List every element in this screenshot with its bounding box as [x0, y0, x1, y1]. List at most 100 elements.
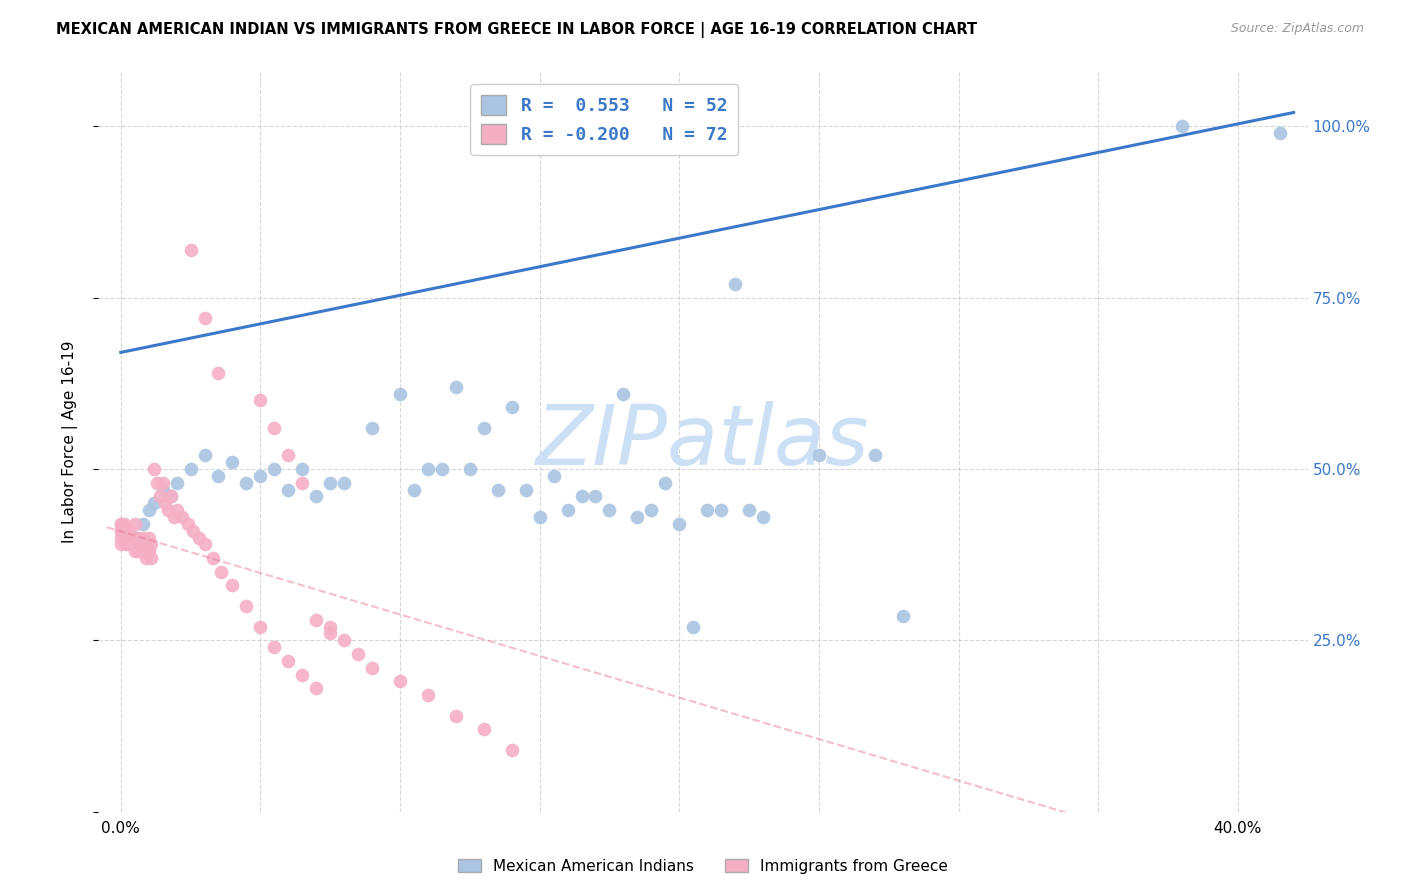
Point — [163, 510, 186, 524]
Point — [612, 386, 634, 401]
Point — [361, 661, 384, 675]
Point — [207, 366, 229, 380]
Point — [654, 475, 676, 490]
Point — [752, 510, 775, 524]
Point — [160, 489, 183, 503]
Point — [193, 448, 215, 462]
Point — [263, 640, 285, 655]
Point — [135, 537, 157, 551]
Point — [361, 421, 384, 435]
Point — [235, 599, 257, 613]
Point — [110, 516, 132, 531]
Text: Source: ZipAtlas.com: Source: ZipAtlas.com — [1230, 22, 1364, 36]
Point — [138, 503, 160, 517]
Point — [124, 531, 146, 545]
Point — [149, 489, 172, 503]
Point — [193, 537, 215, 551]
Point — [110, 524, 132, 538]
Point — [598, 503, 620, 517]
Point — [501, 401, 523, 415]
Point — [529, 510, 551, 524]
Point — [146, 475, 169, 490]
Point — [172, 510, 194, 524]
Point — [333, 475, 356, 490]
Point — [127, 531, 149, 545]
Point — [277, 448, 299, 462]
Point — [416, 688, 439, 702]
Point — [430, 462, 453, 476]
Point — [626, 510, 648, 524]
Point — [249, 619, 271, 633]
Point — [110, 516, 132, 531]
Point — [209, 565, 232, 579]
Point — [277, 483, 299, 497]
Point — [132, 544, 155, 558]
Point — [143, 462, 166, 476]
Point — [249, 468, 271, 483]
Text: MEXICAN AMERICAN INDIAN VS IMMIGRANTS FROM GREECE IN LABOR FORCE | AGE 16-19 COR: MEXICAN AMERICAN INDIAN VS IMMIGRANTS FR… — [56, 22, 977, 38]
Point — [710, 503, 733, 517]
Point — [1171, 119, 1194, 133]
Point — [557, 503, 579, 517]
Point — [221, 578, 243, 592]
Point — [115, 531, 138, 545]
Point — [444, 708, 467, 723]
Point — [110, 537, 132, 551]
Point — [389, 386, 412, 401]
Point — [696, 503, 718, 517]
Point — [132, 516, 155, 531]
Point — [141, 537, 163, 551]
Point — [319, 475, 342, 490]
Legend: Mexican American Indians, Immigrants from Greece: Mexican American Indians, Immigrants fro… — [453, 853, 953, 880]
Point — [121, 537, 143, 551]
Point — [319, 619, 342, 633]
Point — [129, 537, 152, 551]
Point — [640, 503, 662, 517]
Point — [193, 311, 215, 326]
Point — [112, 524, 135, 538]
Point — [155, 496, 177, 510]
Point — [166, 475, 188, 490]
Point — [129, 544, 152, 558]
Point — [571, 489, 593, 503]
Point — [305, 613, 328, 627]
Point — [291, 462, 314, 476]
Point — [389, 674, 412, 689]
Point — [143, 496, 166, 510]
Point — [152, 475, 174, 490]
Point — [738, 503, 761, 517]
Point — [132, 531, 155, 545]
Point — [291, 667, 314, 681]
Point — [416, 462, 439, 476]
Point — [152, 483, 174, 497]
Point — [472, 723, 495, 737]
Point — [458, 462, 481, 476]
Point — [188, 531, 211, 545]
Point — [221, 455, 243, 469]
Point — [118, 524, 141, 538]
Point — [110, 531, 132, 545]
Point — [543, 468, 565, 483]
Point — [347, 647, 370, 661]
Point — [486, 483, 509, 497]
Point — [115, 524, 138, 538]
Point — [141, 551, 163, 566]
Point — [118, 537, 141, 551]
Point — [160, 489, 183, 503]
Point — [235, 475, 257, 490]
Point — [157, 503, 180, 517]
Point — [277, 654, 299, 668]
Point — [263, 421, 285, 435]
Point — [121, 531, 143, 545]
Point — [135, 551, 157, 566]
Point — [201, 551, 224, 566]
Point — [863, 448, 886, 462]
Point — [249, 393, 271, 408]
Point — [682, 619, 704, 633]
Point — [180, 243, 202, 257]
Point — [444, 380, 467, 394]
Point — [891, 609, 914, 624]
Point — [472, 421, 495, 435]
Point — [668, 516, 690, 531]
Point — [333, 633, 356, 648]
